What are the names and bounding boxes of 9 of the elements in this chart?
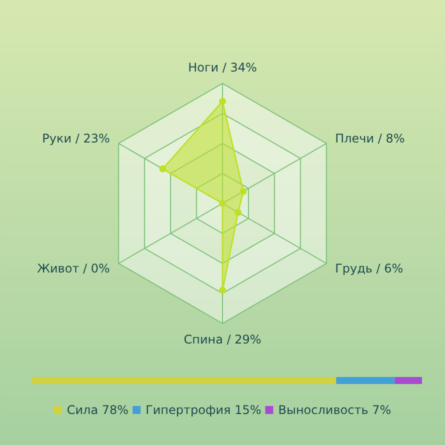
spoke-label: Плечи / 8% <box>335 131 405 146</box>
spoke-label: Грудь / 6% <box>335 261 404 276</box>
legend-label: Сила 78% <box>66 403 129 417</box>
spoke-label: Ноги / 34% <box>188 60 257 74</box>
legend-label: Гипертрофия 15% <box>146 403 262 417</box>
spoke-label: Спина / 29% <box>184 332 262 346</box>
legend-label: Выносливость 7% <box>278 403 392 417</box>
spoke-label: Руки / 23% <box>42 131 110 146</box>
spoke-label: Живот / 0% <box>37 261 110 276</box>
